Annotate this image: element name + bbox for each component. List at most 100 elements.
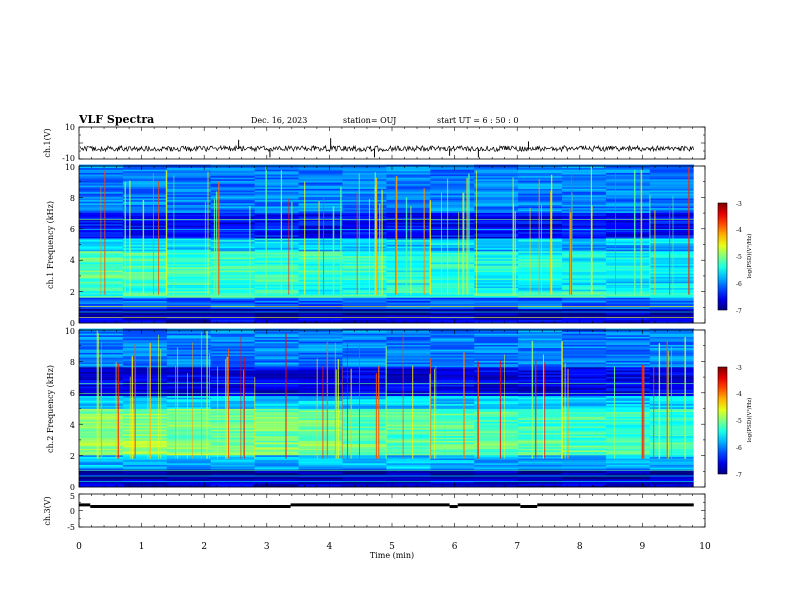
spectrogram-cell — [298, 214, 343, 217]
spectrogram-cell — [298, 275, 343, 277]
spectrogram-cell — [386, 286, 431, 289]
spectrogram-cell — [122, 347, 168, 350]
spectrogram-cell — [474, 294, 519, 297]
spectrogram-cell — [166, 244, 212, 247]
spectrogram-cell — [518, 435, 563, 438]
spectrogram-cell — [166, 233, 212, 236]
spectrogram-cell — [474, 413, 519, 416]
spectrogram-cell — [649, 231, 695, 234]
spectrogram-cell — [605, 344, 651, 347]
spectrogram-cell — [166, 215, 212, 218]
spectrogram-cell — [605, 209, 651, 212]
spectrogram-cell — [210, 281, 255, 284]
spectrogram-cell — [649, 190, 695, 193]
spectrogram-cell — [562, 182, 607, 185]
spectrogram-cell — [122, 207, 168, 210]
spectrogram-cell — [605, 284, 651, 287]
spectrogram-cell — [518, 347, 563, 350]
spectrogram-cell — [386, 199, 431, 202]
spectrogram-cell — [605, 379, 651, 382]
spectrogram-cell — [386, 247, 431, 250]
spectrogram-cell — [386, 451, 431, 454]
spectrogram-cell — [562, 472, 607, 475]
spectrogram-cell — [386, 475, 431, 478]
spectrogram-cell — [518, 482, 563, 485]
spectrogram-cell — [166, 407, 212, 409]
spectrogram-cell — [342, 355, 387, 358]
spectrogram-cell — [210, 235, 255, 237]
spectrogram-cell — [605, 352, 651, 355]
spectrogram-cell — [166, 257, 212, 260]
spectrogram-cell — [649, 183, 695, 186]
spectrogram-cell — [430, 459, 475, 462]
spectrogram-cell — [474, 289, 519, 292]
spectrogram-cell — [474, 474, 519, 477]
spectrogram-cell — [430, 193, 475, 196]
spectrogram-cell — [474, 418, 519, 421]
spectrogram-cell — [122, 397, 168, 400]
spectrogram-cell — [474, 273, 519, 276]
spectrogram-cell — [649, 400, 695, 403]
spectrogram-cell — [210, 257, 255, 260]
spectrogram-cell — [254, 185, 299, 188]
spectrogram-cell — [298, 482, 343, 485]
spectrogram-cell — [562, 233, 607, 236]
spectrogram-cell — [518, 166, 563, 169]
spectrogram-cell — [342, 346, 387, 349]
spectrogram-cell — [298, 223, 343, 226]
spectrogram-cell — [342, 230, 387, 233]
spectrogram-cell — [605, 220, 651, 223]
spectrogram-cell — [298, 273, 343, 276]
spectrogram-cell — [518, 376, 563, 379]
spectrogram-cell — [254, 318, 299, 321]
spectrogram-cell — [210, 482, 255, 485]
spectrogram-cell — [386, 270, 431, 273]
spectrogram-cell — [342, 299, 387, 301]
spectrogram-cell — [254, 308, 299, 311]
spectrogram-cell — [430, 167, 475, 170]
spectrogram-cell — [254, 455, 299, 457]
spectrogram-cell — [122, 236, 168, 239]
spectrogram-cell — [649, 341, 695, 344]
spectrogram-cell — [649, 275, 695, 277]
spectrogram-cell — [122, 450, 168, 453]
spectrogram-cell — [254, 191, 299, 194]
spectrogram-cell — [166, 440, 212, 443]
spectrogram-cell — [562, 458, 607, 461]
spectrogram-cell — [562, 482, 607, 485]
spectrogram-cell — [298, 247, 343, 250]
spectrogram-cell — [166, 475, 212, 478]
spectrogram-cell — [474, 344, 519, 347]
spectrogram-cell — [518, 215, 563, 218]
ch1-spec-ytick: 6 — [70, 225, 75, 234]
spectrogram-cell — [649, 196, 695, 199]
spectrogram-cell — [474, 391, 519, 393]
spectrogram-cell — [474, 405, 519, 408]
spectrogram-cell — [254, 421, 299, 424]
spectrogram-cell — [518, 292, 563, 295]
spectrogram-cell — [518, 286, 563, 289]
spectrogram-cell — [166, 450, 212, 453]
spectrogram-cell — [166, 387, 212, 390]
spectrogram-cell — [254, 279, 299, 282]
spectrogram-cell — [649, 415, 695, 417]
spectrogram-cell — [386, 215, 431, 218]
spectrogram-cell — [210, 255, 255, 258]
spectrogram-cell — [649, 291, 695, 293]
spectrogram-cell — [254, 451, 299, 454]
spectrogram-cell — [166, 191, 212, 194]
spectrogram-cell — [166, 415, 212, 417]
spectrogram-cell — [254, 223, 299, 226]
spectrogram-cell — [518, 339, 563, 342]
spectrogram-cell — [210, 338, 255, 341]
spectrogram-cell — [210, 387, 255, 390]
spectrogram-cell — [474, 279, 519, 282]
spectrogram-cell — [649, 201, 695, 204]
spectrogram-cell — [342, 427, 387, 430]
spectrogram-cell — [254, 450, 299, 453]
spectrogram-cell — [386, 204, 431, 207]
spectrogram-cell — [562, 276, 607, 279]
spectrogram-cell — [342, 365, 387, 368]
spectrogram-cell — [605, 461, 651, 464]
spectrogram-cell — [518, 206, 563, 209]
